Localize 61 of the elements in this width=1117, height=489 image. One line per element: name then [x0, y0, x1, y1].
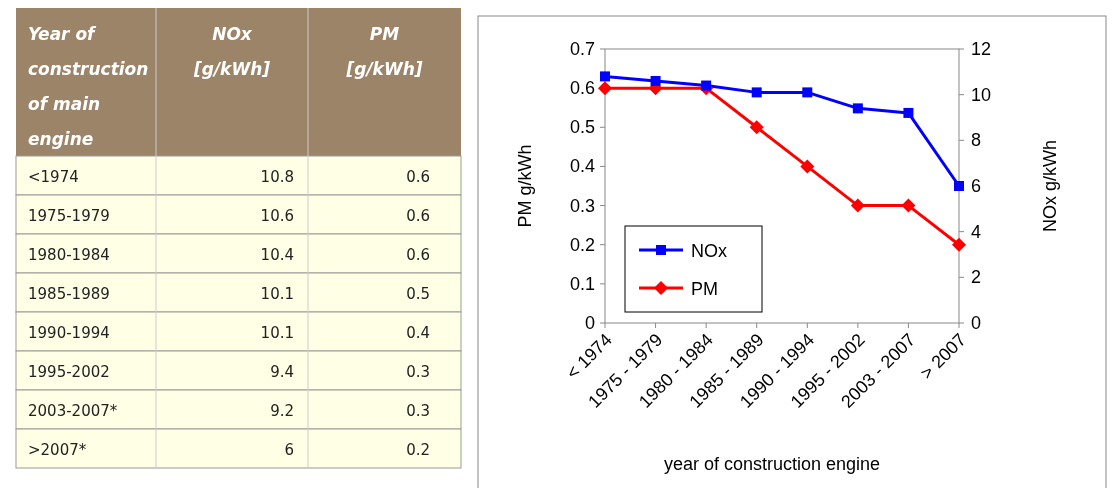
- point: [749, 120, 764, 135]
- text: NOx [g/kWh]: [192, 24, 271, 79]
- y-axis-title: PM g/kWh: [515, 144, 535, 228]
- point: [954, 181, 964, 191]
- data-label: 10.1: [260, 324, 294, 342]
- y2-axis-title: NOx g/kWh: [1040, 139, 1060, 233]
- point: [650, 75, 661, 86]
- y-tick-label: 0.6: [569, 78, 595, 99]
- point: [952, 237, 966, 252]
- point: [903, 107, 914, 118]
- y-tick-label: 0: [584, 313, 595, 333]
- data-label: 0.6: [406, 168, 430, 186]
- category-label: 1995-2002: [28, 363, 110, 381]
- category-label: 1975-1979: [28, 207, 110, 225]
- point: [751, 87, 762, 98]
- data-label: 10.4: [260, 246, 294, 264]
- point: [852, 103, 863, 114]
- y2-tick-label: 6: [971, 176, 982, 196]
- data-label: 10.6: [260, 207, 294, 225]
- point: [600, 71, 610, 82]
- y2-tick-label: 0: [971, 313, 982, 333]
- point: [850, 198, 865, 213]
- x-axis-title: year of construction engine: [663, 454, 881, 474]
- data-label: 0.5: [406, 285, 430, 303]
- category-label: 1985-1989: [28, 285, 110, 303]
- data-label: 9.4: [270, 363, 294, 381]
- legend-label: NOx: [691, 241, 727, 261]
- y-tick-label: 0.1: [569, 273, 595, 294]
- y2-tick-label: 2: [971, 267, 982, 288]
- y-tick-label: 0.3: [569, 195, 595, 216]
- y2-tick-label: 8: [971, 130, 982, 151]
- data-label: 10.8: [260, 168, 294, 186]
- category-label: 1980-1984: [28, 246, 110, 264]
- y2-tick-label: 10: [971, 84, 992, 105]
- category-label: 2003-2007*: [28, 402, 118, 420]
- point: [802, 87, 813, 98]
- category-label: <1974: [28, 168, 79, 186]
- y-tick-label: 0.2: [569, 234, 595, 255]
- data-label: 0.4: [406, 324, 430, 342]
- text: Year of construction of main engine: [28, 24, 149, 149]
- y2-tick-label: 12: [971, 39, 992, 59]
- point: [598, 81, 612, 96]
- y-tick-label: 0.7: [569, 39, 595, 59]
- category-label: >2007*: [28, 441, 87, 459]
- data-label: 6: [284, 441, 294, 459]
- y2-tick-label: 4: [971, 221, 982, 242]
- data-label: 9.2: [270, 402, 294, 420]
- data-label: 0.3: [406, 363, 430, 381]
- category-label: 1990-1994: [28, 324, 110, 342]
- legend-label: PM: [691, 279, 718, 299]
- y-tick-label: 0.4: [569, 156, 595, 177]
- y-tick-label: 0.5: [569, 117, 595, 138]
- data-label: 0.3: [406, 402, 430, 420]
- point: [701, 80, 712, 91]
- text: PM [g/kWh]: [345, 24, 423, 79]
- point: [800, 159, 815, 174]
- point: [901, 198, 916, 213]
- data-label: 0.6: [406, 246, 430, 264]
- data-label: 10.1: [260, 285, 294, 303]
- data-label: 0.2: [406, 441, 430, 459]
- data-label: 0.6: [406, 207, 430, 225]
